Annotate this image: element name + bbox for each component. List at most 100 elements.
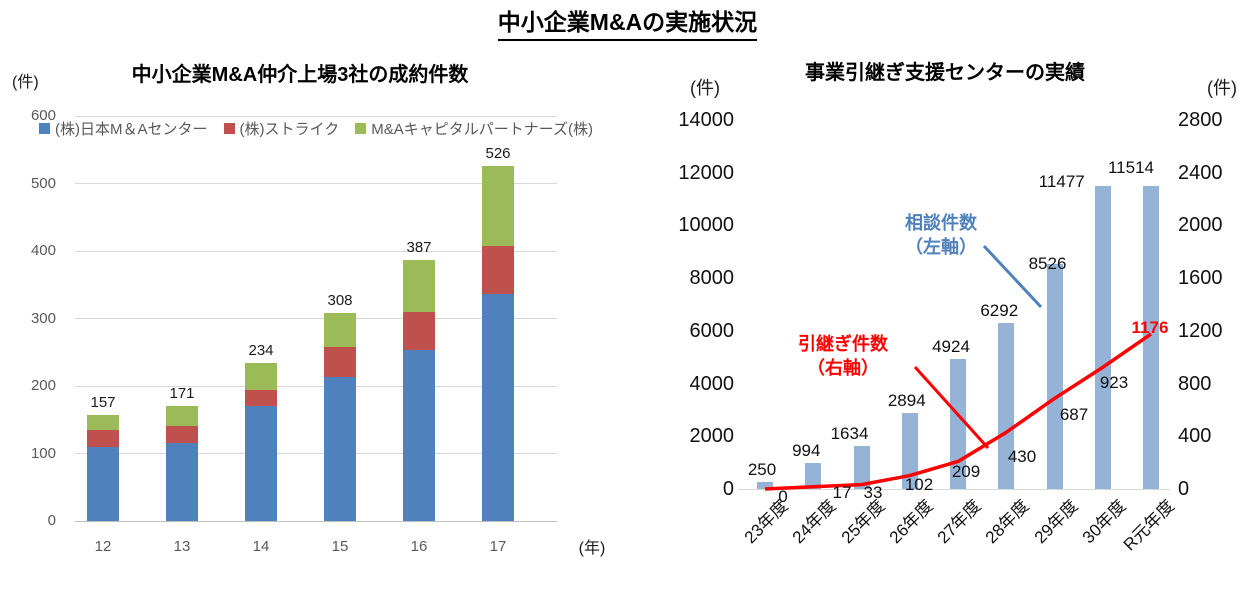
right-chart-right-y-tick-label: 400 <box>1178 425 1212 448</box>
right-chart-right-y-tick-label: 2800 <box>1178 109 1223 131</box>
stacked-bar-segment-2 <box>87 429 119 447</box>
left-chart-y-tick-label: 200 <box>30 377 56 394</box>
legend-label: M&Aキャピタルパートナーズ(株) <box>371 121 593 138</box>
bar-total-label: 234 <box>248 342 274 360</box>
right-chart-left-y-tick-label: 4000 <box>689 372 735 395</box>
left-chart-gridline <box>75 115 557 117</box>
handover-line-label: 102 <box>904 475 934 494</box>
left-chart-gridline <box>75 250 557 252</box>
left-chart-x-tick-label: 13 <box>173 538 191 555</box>
consultation-bar-label: 4924 <box>932 337 970 357</box>
stacked-bar-segment-2 <box>166 425 198 444</box>
annotation-consultations-left-axis: 相談件数 （左軸） <box>905 213 977 257</box>
left-chart-y-tick-label: 600 <box>30 107 56 124</box>
right-chart-x-tick-label: 25年度 <box>837 496 889 548</box>
right-chart-left-y-tick-label: 10000 <box>678 214 734 237</box>
right-chart-left-y-tick-label: 14000 <box>678 109 734 131</box>
right-chart-right-y-tick-label: 800 <box>1178 372 1212 395</box>
handover-line-label: 430 <box>1007 447 1037 466</box>
annotation-handovers-right-axis: 引継ぎ件数 （右軸） <box>798 334 888 378</box>
left-chart-y-tick-label: 500 <box>30 174 56 192</box>
legend-label: (株)ストライク <box>239 121 340 138</box>
bar-total-label: 157 <box>90 394 116 412</box>
left-chart-x-tick-label: 17 <box>489 538 507 555</box>
legend-swatch-icon <box>223 123 235 134</box>
left-chart-gridline <box>75 520 557 522</box>
handover-line-label: 209 <box>951 462 981 481</box>
stacked-bar-segment-1 <box>482 294 514 521</box>
consultation-bar-label: 994 <box>792 440 821 460</box>
left-chart-gridline <box>75 453 557 454</box>
left-chart-legend: (株)日本M＆Aセンター (株)ストライク M&Aキャピタルパートナーズ(株) <box>39 118 593 139</box>
stacked-bar-segment-1 <box>324 377 356 521</box>
left-chart-y-tick-label: 0 <box>47 512 56 529</box>
consultation-bar-label: 1634 <box>830 423 869 443</box>
right-chart-left-y-tick-label: 8000 <box>689 267 735 290</box>
right-chart-title: 事業引継ぎ支援センターの実績 <box>805 62 1085 84</box>
stacked-bar-segment-2 <box>324 346 356 378</box>
right-chart-x-tick-label: 29年度 <box>1030 496 1082 548</box>
bar-total-label: 308 <box>327 292 353 310</box>
left-chart-gridline <box>75 183 557 184</box>
right-chart-right-y-tick-label: 2400 <box>1178 161 1223 184</box>
handover-line-label: 923 <box>1099 373 1129 392</box>
bar-total-label: 526 <box>485 144 511 162</box>
legend-swatch-icon <box>39 123 51 134</box>
stacked-bar-segment-1 <box>87 446 119 521</box>
legend-label: (株)日本M＆Aセンター <box>55 121 208 138</box>
right-chart-left-y-tick-label: 12000 <box>678 161 734 184</box>
stacked-bar-segment-1 <box>245 406 277 521</box>
right-chart-left-y-tick-label: 2000 <box>689 425 735 448</box>
left-chart-x-unit: (年) <box>578 540 606 557</box>
consultation-bar-label: 11477 <box>1038 172 1085 192</box>
stacked-bar-segment-3 <box>166 405 198 426</box>
right-chart-right-y-tick-label: 1600 <box>1178 267 1223 290</box>
left-chart-x-tick-label: 14 <box>252 538 270 555</box>
consultation-bar-label: 8526 <box>1028 254 1067 274</box>
right-chart-left-y-unit: (件) <box>690 78 720 98</box>
right-chart-left-y-tick-label: 0 <box>722 478 734 500</box>
consultation-bar-label: 250 <box>747 460 777 480</box>
right-chart-left-y-tick-label: 6000 <box>689 319 735 342</box>
right-chart-x-tick-label: 28年度 <box>982 496 1033 548</box>
legend-item: (株)ストライク <box>223 118 340 139</box>
stacked-bar-segment-1 <box>403 349 435 521</box>
legend-item: (株)日本M＆Aセンター <box>39 118 208 139</box>
left-chart-y-tick-label: 400 <box>30 242 56 259</box>
stacked-bar-segment-1 <box>166 443 198 521</box>
left-chart-y-tick-label: 300 <box>30 309 56 327</box>
legend-item: M&Aキャピタルパートナーズ(株) <box>355 118 593 139</box>
handover-line-label: 33 <box>863 483 883 502</box>
left-chart-x-tick-label: 12 <box>94 538 112 555</box>
right-chart-right-y-unit: (件) <box>1207 78 1237 98</box>
handover-line-label: 687 <box>1059 405 1089 424</box>
handover-line-label: 17 <box>832 483 852 502</box>
stacked-bar-segment-2 <box>403 312 435 350</box>
right-chart-x-tick-label: 27年度 <box>933 496 985 548</box>
left-chart-title: 中小企業M&A仲介上場3社の成約件数 <box>131 64 469 86</box>
stacked-bar-segment-3 <box>87 415 119 430</box>
consultation-bar-label: 6292 <box>980 301 1019 321</box>
consultation-bar <box>1094 186 1111 489</box>
left-chart-x-tick-label: 16 <box>410 538 428 555</box>
left-chart-gridline <box>75 385 557 387</box>
stacked-bar-segment-3 <box>245 363 277 391</box>
handover-line-label: 0 <box>778 487 788 506</box>
stacked-bar-segment-3 <box>324 313 356 347</box>
left-chart-y-unit: (件) <box>12 74 39 91</box>
left-chart-y-tick-label: 100 <box>30 444 56 462</box>
right-chart-right-y-tick-label: 0 <box>1178 478 1190 500</box>
right-chart-right-y-tick-label: 1200 <box>1178 319 1223 342</box>
stacked-bar-segment-3 <box>482 165 514 247</box>
handover-line-label: 1176 <box>1131 318 1169 337</box>
bar-total-label: 387 <box>406 238 432 256</box>
stacked-bar-segment-2 <box>245 390 277 407</box>
legend-swatch-icon <box>355 123 367 134</box>
left-chart-x-tick-label: 15 <box>331 538 349 555</box>
bar-total-label: 171 <box>169 384 195 402</box>
right-chart-right-y-tick-label: 2000 <box>1178 214 1223 237</box>
page-title: 中小企業M&Aの実施状況 <box>0 3 1255 41</box>
stacked-bar-segment-3 <box>403 259 435 313</box>
stacked-bar-segment-2 <box>482 246 514 295</box>
